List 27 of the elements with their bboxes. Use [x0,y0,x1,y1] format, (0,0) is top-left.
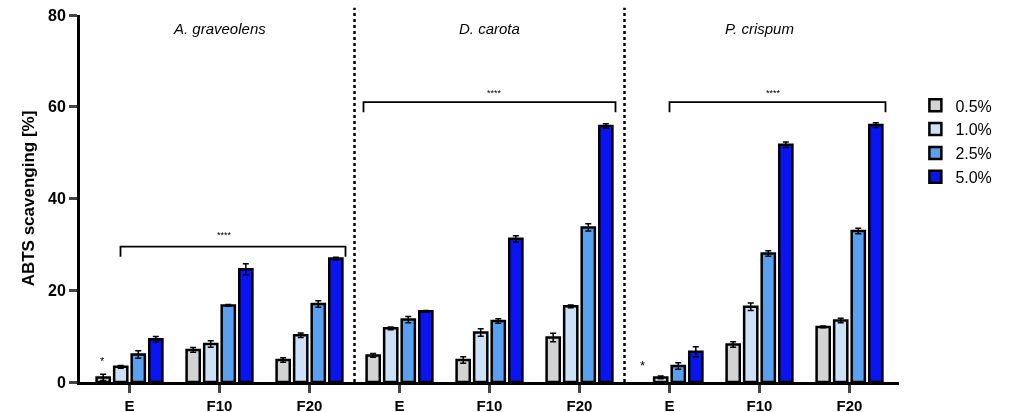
legend-label: 5.0% [955,168,992,186]
annotation: D. carota [459,20,520,37]
annotation: A. graveolens [173,20,267,37]
y-tick-label: 80 [48,6,66,24]
annotation: **** [487,88,502,98]
x-tick-label: E [124,397,135,412]
y-tick-label: 0 [56,373,66,391]
annotation: **** [217,230,232,240]
x-tick-label: F20 [566,397,593,412]
annotation: * [640,358,646,373]
y-axis-title: ABTS scavenging [%] [19,110,38,287]
y-tick-label: 40 [48,190,66,208]
y-tick-label: 60 [48,98,66,116]
legend-label: 2.5% [955,145,992,163]
x-tick-label: F20 [836,397,863,412]
annotation: **** [766,88,781,98]
y-tick-label: 20 [48,281,66,299]
x-tick-label: F10 [206,397,233,412]
legend-label: 1.0% [955,121,992,139]
x-tick-label: E [394,397,405,412]
legend-label: 0.5% [955,97,992,115]
x-tick-label: F10 [476,397,503,412]
annotation: P. crispum [725,20,794,37]
x-tick-label: F20 [296,397,323,412]
annotation: * [100,355,105,367]
x-tick-label: E [664,397,675,412]
x-tick-label: F10 [746,397,773,412]
